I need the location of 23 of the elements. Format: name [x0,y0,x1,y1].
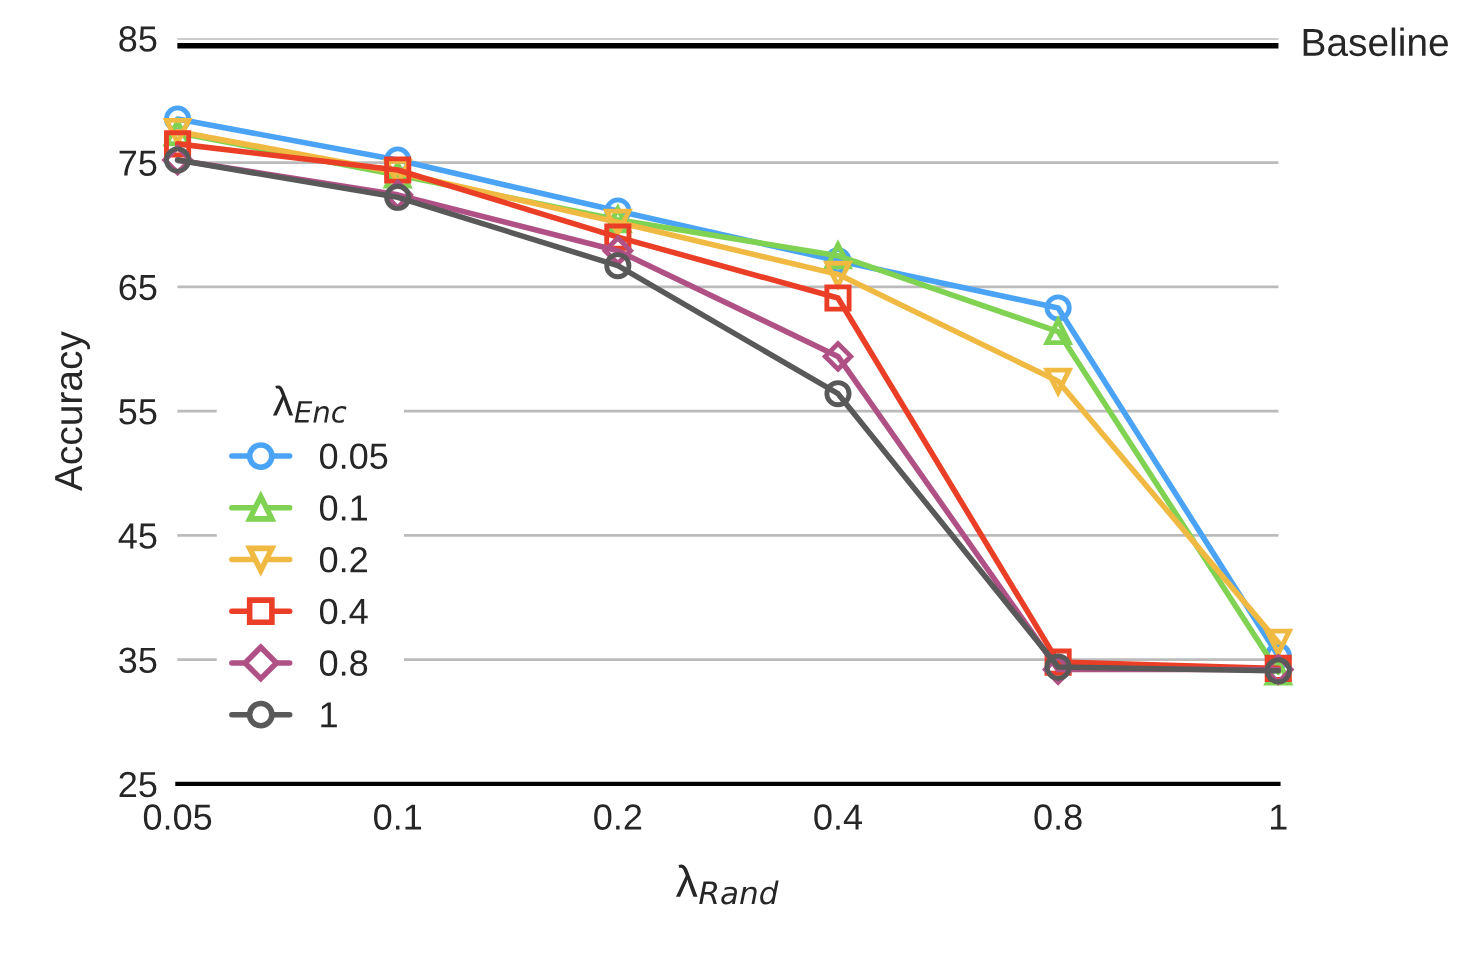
legend-label: 0.1 [319,495,367,521]
y-tick-label: 45 [118,523,157,549]
y-tick-label: 75 [119,150,157,176]
legend-label: 0.8 [319,650,368,676]
y-axis-title: Accuracy [55,331,90,491]
x-tick-label: 0.05 [143,804,212,830]
x-tick-label: 0.1 [374,804,422,830]
x-tick-label: 1 [1270,804,1287,830]
legend-label: 0.4 [319,598,368,625]
y-tick-label: 25 [119,771,157,798]
x-tick-label: 0.4 [814,804,863,830]
legend-title: λ$_{Enc}$ [272,385,347,423]
legend-label: 0.2 [319,546,367,573]
legend-label: 0.05 [319,443,388,470]
y-tick-label: 55 [119,399,157,425]
y-tick-label: 35 [119,647,157,674]
y-tick-label: 85 [119,26,157,52]
legend-label: 1 [321,702,337,728]
y-tick-label: 65 [119,274,157,301]
x-axis-title: λ$_{Rand}$ [676,864,779,905]
ref-line-label: Baseline [1303,27,1448,57]
x-tick-label: 0.8 [1034,804,1082,830]
x-tick-label: 0.2 [594,804,642,830]
